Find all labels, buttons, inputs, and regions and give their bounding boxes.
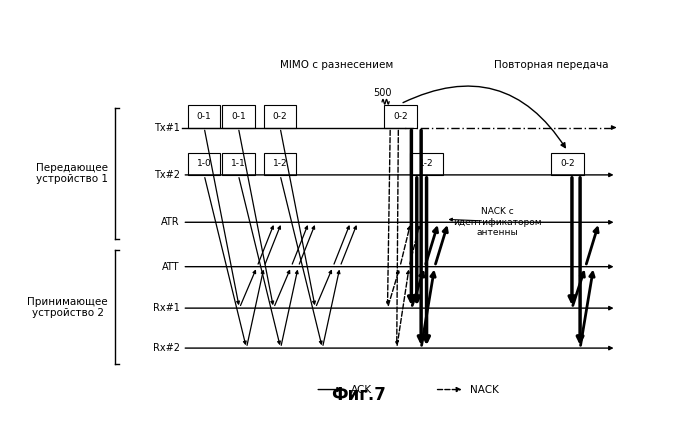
Text: Передающее
устройство 1: Передающее устройство 1 [36, 163, 108, 184]
FancyBboxPatch shape [410, 153, 443, 175]
Text: 0-1: 0-1 [231, 112, 246, 121]
FancyBboxPatch shape [384, 105, 416, 128]
Text: 500: 500 [373, 88, 391, 98]
Text: MIMO с разнесением: MIMO с разнесением [281, 60, 393, 70]
Text: 0-1: 0-1 [197, 112, 211, 121]
Text: 0-2: 0-2 [560, 159, 575, 168]
Text: 1-0: 1-0 [197, 159, 211, 168]
FancyBboxPatch shape [264, 153, 296, 175]
Text: Принимающее
устройство 2: Принимающее устройство 2 [27, 297, 108, 318]
FancyBboxPatch shape [552, 153, 584, 175]
Text: 1-2: 1-2 [273, 159, 288, 168]
Text: 0-2: 0-2 [393, 112, 408, 121]
Text: ACK: ACK [351, 384, 372, 395]
Text: Rx#1: Rx#1 [153, 303, 180, 313]
Text: Повторная передача: Повторная передача [494, 60, 608, 70]
Text: 1-2: 1-2 [419, 159, 434, 168]
Text: 0-2: 0-2 [273, 112, 288, 121]
Text: Tx#1: Tx#1 [154, 123, 180, 132]
FancyArrowPatch shape [403, 86, 566, 148]
Text: ATR: ATR [161, 217, 180, 227]
Text: Tx#2: Tx#2 [154, 170, 180, 180]
FancyBboxPatch shape [188, 105, 220, 128]
FancyBboxPatch shape [222, 153, 255, 175]
Text: NACK: NACK [470, 384, 499, 395]
Text: Фиг.7: Фиг.7 [331, 387, 386, 405]
Text: ATT: ATT [162, 262, 180, 272]
Text: NACK с
идентификатором
антенны: NACK с идентификатором антенны [453, 207, 541, 237]
Text: 1-1: 1-1 [231, 159, 246, 168]
FancyBboxPatch shape [222, 105, 255, 128]
Text: Rx#2: Rx#2 [153, 343, 180, 353]
FancyBboxPatch shape [264, 105, 296, 128]
FancyBboxPatch shape [188, 153, 220, 175]
